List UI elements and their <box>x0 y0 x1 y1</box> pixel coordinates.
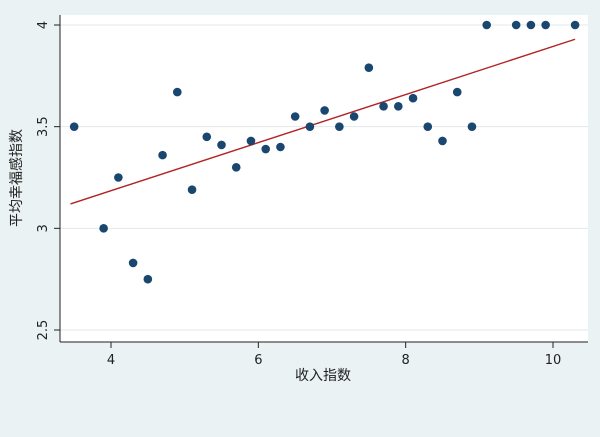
x-tick-label-2: 8 <box>402 353 410 368</box>
data-point-28 <box>511 20 521 30</box>
data-point-29 <box>526 20 536 30</box>
x-tick-label-3: 10 <box>545 353 562 368</box>
data-point-31 <box>570 20 580 30</box>
data-point-17 <box>335 122 344 131</box>
y-axis-title: 平均幸福感指数 <box>8 129 25 227</box>
plot-background <box>60 15 588 342</box>
data-point-18 <box>349 112 359 121</box>
fit-line-segment <box>70 38 576 205</box>
axes <box>59 15 588 343</box>
data-point-26 <box>467 122 477 131</box>
data-point-5 <box>158 150 167 160</box>
grid-lines <box>60 24 588 331</box>
y-tick-label-3: 4 <box>36 21 51 29</box>
data-point-6 <box>173 87 182 97</box>
data-point-12 <box>261 144 271 154</box>
data-point-14 <box>290 112 300 121</box>
x-tick-label-0: 4 <box>107 353 115 368</box>
data-points <box>69 20 580 284</box>
data-point-22 <box>408 93 418 103</box>
data-point-3 <box>128 258 138 268</box>
data-point-21 <box>394 102 403 111</box>
data-point-9 <box>217 140 226 150</box>
data-point-10 <box>231 163 241 172</box>
data-point-2 <box>114 173 123 182</box>
data-point-24 <box>438 136 447 146</box>
data-point-23 <box>423 122 433 131</box>
x-axis-ticks: 4 6 8 10 <box>107 342 561 368</box>
data-point-13 <box>276 142 285 152</box>
data-point-19 <box>364 63 374 72</box>
y-tick-label-1: 3 <box>36 224 51 232</box>
data-point-4 <box>143 274 153 284</box>
data-point-30 <box>541 20 550 30</box>
y-tick-label-2: 3.5 <box>36 116 51 137</box>
data-point-8 <box>202 132 212 142</box>
y-axis-ticks: 2.5 3 3.5 4 <box>36 21 60 340</box>
data-point-11 <box>246 136 256 146</box>
data-point-15 <box>305 122 315 131</box>
x-axis-title: 收入指数 <box>295 368 351 384</box>
data-point-25 <box>452 87 462 97</box>
data-point-16 <box>320 106 329 115</box>
x-tick-label-1: 6 <box>254 353 262 368</box>
fit-line <box>70 38 576 205</box>
data-point-1 <box>99 224 108 233</box>
y-tick-label-0: 2.5 <box>36 320 51 341</box>
data-point-20 <box>379 102 388 111</box>
data-point-0 <box>69 122 79 131</box>
data-point-7 <box>187 185 197 194</box>
data-point-27 <box>482 20 492 30</box>
